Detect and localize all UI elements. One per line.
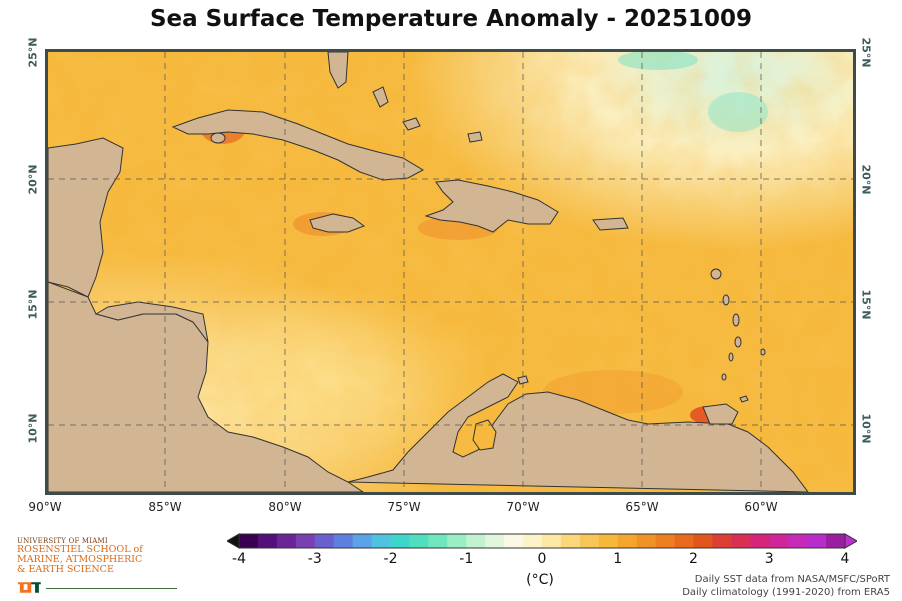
- cool-patch-ne: [708, 92, 768, 132]
- colorbar-segment: [409, 534, 429, 548]
- colorbar-tick-label: -1: [459, 551, 474, 567]
- colorbar-tick-label: -2: [383, 551, 398, 567]
- colorbar-segment: [788, 534, 808, 548]
- lat-label-10-left: 10°N: [26, 413, 40, 444]
- lon-label-75w: 75°W: [387, 500, 421, 514]
- land-bahamas-3: [467, 131, 483, 143]
- sst-map: [48, 52, 853, 492]
- land-bahamas-1: [372, 86, 389, 108]
- land-tobago: [739, 395, 749, 403]
- land-puerto-rico: [592, 217, 629, 231]
- colorbar-tick-label: 4: [840, 551, 850, 567]
- land-florida: [327, 52, 349, 89]
- colorbar-segment: [466, 534, 486, 548]
- colorbar-max-extend: [844, 533, 857, 549]
- colorbar-segment: [674, 534, 694, 548]
- colorbar-segment: [542, 534, 562, 548]
- logo-rule: [45, 587, 177, 589]
- logo-school-line1: ROSENSTIEL SCHOOL of: [17, 544, 143, 555]
- colorbar-segment: [485, 534, 505, 548]
- land-st-vincent: [728, 352, 734, 362]
- colorbar-segment: [371, 534, 391, 548]
- land-bahamas-2: [402, 117, 421, 131]
- colorbar-segment: [712, 534, 732, 548]
- colorbar-tick-label: 0: [537, 551, 547, 567]
- colorbar-segment: [731, 534, 751, 548]
- colorbar-segment: [504, 534, 524, 548]
- colorbar-segment: [314, 534, 335, 548]
- land-masses: [48, 52, 809, 492]
- colorbar-segment: [769, 534, 789, 548]
- land-grenada: [721, 373, 727, 381]
- colorbar-segment: [295, 534, 316, 548]
- colorbar-min-extend: [227, 533, 240, 549]
- lon-label-70w: 70°W: [506, 500, 540, 514]
- colorbar-segment: [560, 534, 581, 548]
- colorbar-segment: [750, 534, 770, 548]
- map-panel: [45, 49, 856, 495]
- map-title: Sea Surface Temperature Anomaly - 202510…: [149, 6, 753, 32]
- logo-school-line3: & EARTH SCIENCE: [17, 564, 114, 575]
- land-barbados: [760, 348, 766, 356]
- u-logo-icon: [17, 582, 41, 593]
- credit-line2: Daily climatology (1991-2020) from ERA5: [682, 587, 890, 598]
- land-yucatan: [48, 137, 124, 298]
- credit-line1: Daily SST data from NASA/MSFC/SPoRT: [694, 574, 890, 585]
- colorbar-tick-label: 1: [613, 551, 623, 567]
- cool-patch-top: [618, 52, 698, 70]
- lat-label-25-left: 25°N: [26, 37, 40, 68]
- colorbar-segment: [598, 534, 619, 548]
- logo-u-mark: [17, 581, 177, 595]
- land-martinique: [732, 313, 740, 327]
- land-jamaica: [309, 213, 366, 233]
- land-guadeloupe: [710, 268, 722, 280]
- lon-label-65w: 65°W: [625, 500, 659, 514]
- colorbar-segment: [276, 534, 297, 548]
- logo-university: UNIVERSITY OF MIAMI: [17, 537, 108, 545]
- colorbar-tick-label: -4: [232, 551, 246, 567]
- colorbar-segment: [807, 534, 827, 548]
- colorbar-tick-label: 3: [764, 551, 774, 567]
- lake-maracaibo: [472, 419, 497, 451]
- land-dominica: [722, 294, 730, 306]
- land-honduras: [94, 301, 209, 343]
- lon-label-80w: 80°W: [268, 500, 302, 514]
- colorbar-segment: [636, 534, 657, 548]
- colorbar-segment: [333, 534, 354, 548]
- colorbar-segment: [523, 534, 543, 548]
- colorbar-segment: [257, 534, 278, 548]
- lat-label-20-right: 20°N: [859, 164, 873, 195]
- lat-label-10-right: 10°N: [859, 413, 873, 444]
- lat-label-20-left: 20°N: [26, 164, 40, 195]
- colorbar-segment: [239, 534, 259, 548]
- land-isla-juventud: [210, 132, 226, 144]
- lon-label-85w: 85°W: [148, 500, 182, 514]
- graticule: [48, 52, 853, 492]
- lat-label-15-left: 15°N: [26, 289, 40, 320]
- colorbar-segment: [447, 534, 467, 548]
- colorbar-segment: [428, 534, 448, 548]
- colorbar-segment: [617, 534, 638, 548]
- colorbar-segment: [579, 534, 600, 548]
- lat-label-15-right: 15°N: [859, 289, 873, 320]
- colorbar-segment: [693, 534, 713, 548]
- colorbar-units: (°C): [526, 572, 554, 588]
- land-cuba: [171, 109, 425, 181]
- colorbar-outline: [238, 533, 846, 549]
- colorbar: [227, 533, 857, 549]
- land-trinidad: [702, 403, 739, 425]
- land-hispaniola: [424, 179, 559, 233]
- lat-label-25-right: 25°N: [859, 37, 873, 68]
- logo-school-line2: MARINE, ATMOSPHERIC: [17, 554, 143, 565]
- colorbar-segment: [655, 534, 676, 548]
- lon-label-60w: 60°W: [744, 500, 778, 514]
- colorbar-segment: [352, 534, 373, 548]
- colorbar-tick-label: -3: [307, 551, 322, 567]
- lon-label-90w: 90°W: [28, 500, 62, 514]
- colorbar-segment: [390, 534, 410, 548]
- colorbar-segment: [826, 534, 846, 548]
- colorbar-tick-label: 2: [689, 551, 698, 567]
- university-logo: UNIVERSITY OF MIAMI ROSENSTIEL SCHOOL of…: [17, 537, 177, 595]
- land-st-lucia: [734, 336, 742, 348]
